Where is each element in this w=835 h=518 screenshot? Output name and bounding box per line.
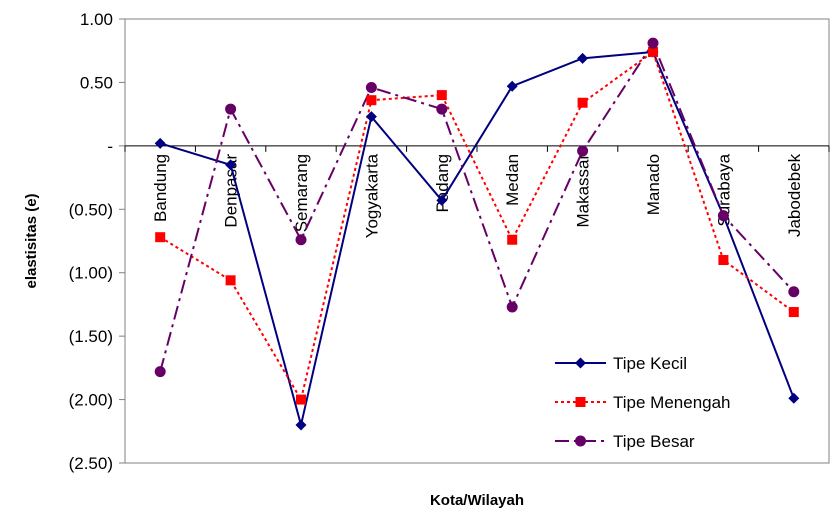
data-point: [366, 95, 377, 106]
data-point: [225, 159, 237, 171]
x-axis-ticks: [124, 145, 830, 152]
series-line: [159, 50, 795, 426]
data-point: [788, 307, 799, 318]
y-tick-label: (0.50): [69, 200, 113, 219]
data-point: [718, 255, 729, 266]
data-point: [575, 435, 586, 447]
category-label: Surabaya: [714, 153, 733, 226]
y-tick-label: (2.00): [69, 391, 113, 410]
legend-label: Tipe Menengah: [613, 393, 731, 412]
category-label: Bandung: [151, 154, 170, 222]
data-point: [154, 366, 166, 378]
data-point: [154, 137, 166, 149]
category-label: Padang: [433, 154, 452, 213]
plot-area: [124, 18, 830, 464]
data-point: [155, 232, 166, 243]
y-tick-label: 0.50: [80, 73, 113, 92]
data-point: [648, 46, 658, 57]
data-point: [436, 194, 448, 206]
data-point: [506, 80, 518, 92]
data-point: [295, 419, 307, 431]
data-point: [436, 103, 448, 115]
data-point: [365, 82, 377, 94]
category-label: Yogyakarta: [362, 153, 381, 238]
y-axis-title: elastisitas (e): [23, 193, 40, 288]
data-point: [365, 111, 377, 123]
x-axis-title: Kota/Wilayah: [430, 492, 524, 509]
series-line: [159, 50, 795, 403]
data-point: [296, 394, 306, 405]
y-tick-label: (1.00): [69, 264, 113, 283]
category-label: Manado: [644, 154, 663, 215]
data-point: [577, 145, 589, 157]
series-line: [159, 40, 795, 372]
data-point: [575, 397, 586, 407]
data-point: [506, 301, 518, 313]
y-tick-label: 1.00: [80, 10, 113, 29]
data-point: [577, 52, 589, 64]
category-label: Makassar: [574, 154, 593, 228]
data-point: [577, 97, 588, 108]
y-axis-ticks: 1.00 0.50 - (0.50) (1.00) (1.50) (2.00) (2.50): [69, 10, 125, 473]
data-point: [436, 90, 447, 101]
category-label: Jabodebek: [785, 153, 804, 237]
data-point: [788, 286, 800, 298]
data-point: [225, 103, 237, 115]
series-lines: [159, 40, 795, 426]
category-labels: Bandung Denpasar Semarang Yogyakarta Padang M…: [151, 153, 804, 238]
legend-label: Tipe Kecil: [613, 354, 687, 373]
series-markers: [154, 37, 800, 431]
data-point: [507, 234, 518, 245]
data-point: [575, 357, 586, 369]
legend: Tipe Kecil Tipe Menengah Tipe Besar: [555, 354, 731, 451]
data-point: [788, 392, 800, 404]
legend-label: Tipe Besar: [613, 432, 695, 451]
y-tick-label: (1.50): [69, 327, 113, 346]
category-label: Medan: [503, 154, 522, 206]
data-point: [295, 234, 307, 246]
data-point: [225, 275, 236, 286]
data-point: [647, 37, 659, 49]
y-tick-label: (2.50): [69, 454, 113, 473]
data-point: [717, 210, 729, 222]
category-label: Denpasar: [222, 154, 241, 228]
y-tick-label: -: [107, 137, 113, 156]
category-label: Semarang: [292, 154, 311, 232]
